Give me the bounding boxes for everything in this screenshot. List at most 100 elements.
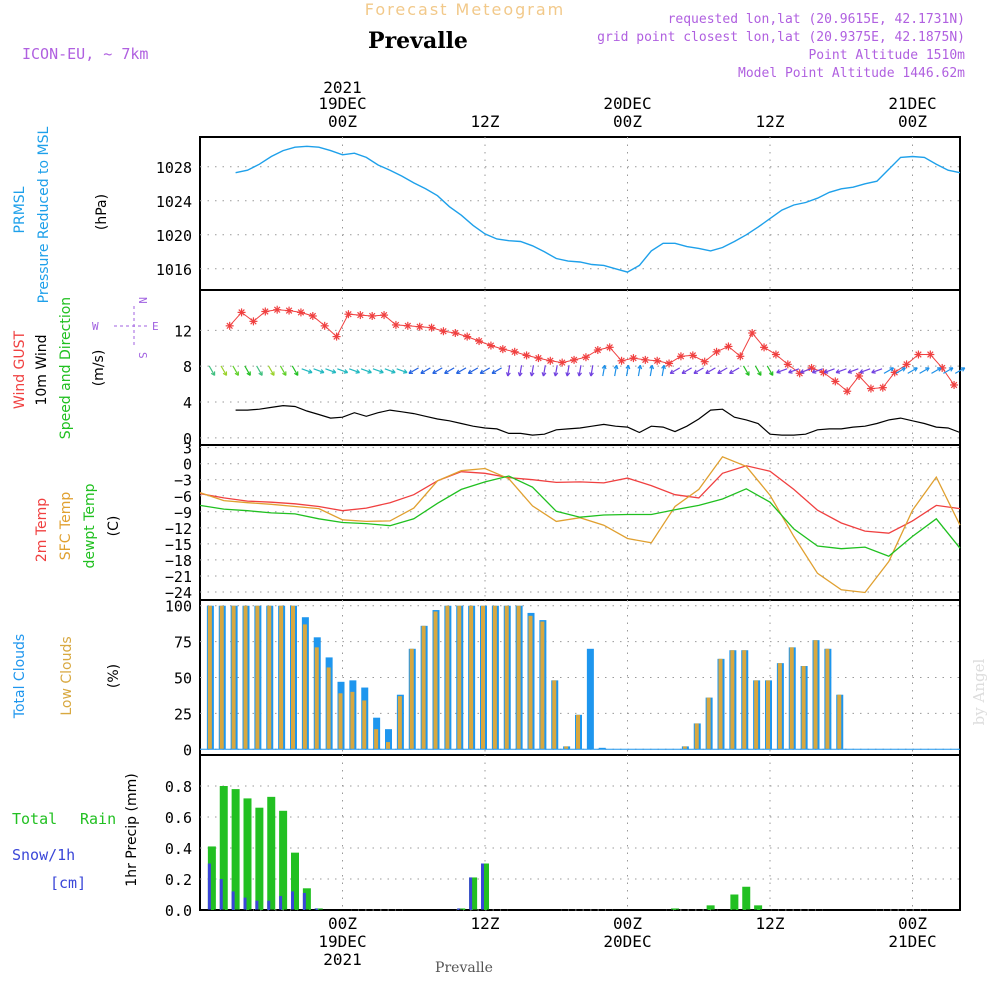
y-tick-label: 25 — [174, 705, 192, 723]
y-tick-label: 0.0 — [165, 902, 192, 920]
rain-bar — [231, 789, 240, 910]
top-hour-label: 00Z — [328, 112, 357, 131]
wind-direction-arrow — [625, 364, 631, 377]
rain-bar — [267, 796, 276, 910]
low-cloud-bar — [314, 647, 319, 750]
wind-direction-arrow — [565, 365, 571, 377]
y-tick-labels: 10161020102410280481230−3−6−9−12−15−18−2… — [156, 159, 192, 920]
wind-direction-arrow — [742, 365, 750, 376]
chart-marks — [199, 145, 966, 911]
model-label: ICON-EU, ~ 7km — [22, 45, 148, 63]
low-cloud-bar — [481, 605, 485, 750]
wind-gust-marker — [498, 345, 507, 354]
rain-bar — [457, 908, 466, 910]
snow-bar — [255, 900, 259, 910]
wind-gust-marker — [344, 310, 353, 319]
low-cloud-bar — [302, 624, 307, 750]
wind-gust-marker — [415, 322, 424, 331]
wind-gust-marker — [843, 387, 852, 396]
wind-direction-arrow — [811, 368, 823, 374]
compass-w-label: W — [92, 320, 99, 333]
wind-direction-arrow — [541, 365, 547, 377]
wind-gust-marker — [700, 357, 709, 366]
wind-direction-arrow — [788, 368, 800, 374]
wind-gust-marker — [332, 332, 341, 341]
low-cloud-bar — [219, 605, 224, 750]
wind-gust-marker — [391, 320, 400, 329]
wind-gust-marker — [249, 317, 258, 326]
wind-direction-arrow — [372, 368, 384, 374]
wind-direction-arrow — [396, 368, 408, 374]
y-tick-label: 1016 — [156, 261, 192, 279]
y-tick-label: 100 — [165, 598, 192, 616]
bottom-hour-label: 12Z — [471, 914, 500, 933]
wind-gust-marker — [926, 350, 935, 359]
wind-direction-arrow — [613, 364, 619, 377]
y-tick-label: −24 — [165, 584, 192, 602]
wind-direction-arrow — [360, 368, 372, 374]
total-cloud-bar — [598, 747, 606, 750]
wind-direction-arrow — [577, 365, 583, 377]
snow-bar — [457, 908, 461, 910]
low-cloud-bar — [504, 605, 509, 750]
y-tick-label: −15 — [165, 536, 192, 554]
y-tick-label: 0 — [183, 456, 192, 474]
wind-gust-marker — [748, 329, 757, 338]
wind-gust-marker — [712, 347, 721, 356]
low-cloud-bar — [777, 663, 782, 750]
wind-direction-arrow — [455, 367, 467, 374]
prmsl-label: PRMSL — [12, 186, 28, 233]
footer-station: Prevalle — [435, 960, 493, 976]
wind-direction-arrow — [349, 368, 360, 374]
y-tick-label: 50 — [174, 670, 192, 688]
bottom-hour-label: 00Z — [898, 914, 927, 933]
wind-gust-marker — [320, 321, 329, 330]
wind-gust-marker — [546, 356, 555, 365]
wind-direction-arrow — [444, 367, 455, 374]
wind-gust-marker — [641, 355, 650, 364]
temp-unit: (C) — [106, 516, 122, 537]
low-cloud-bar — [528, 615, 533, 750]
top-hour-label: 12Z — [756, 112, 785, 131]
wind-direction-arrow — [279, 365, 287, 376]
rain-bar — [730, 894, 739, 910]
snow-bar — [231, 891, 235, 910]
wind-direction-arrow — [823, 368, 835, 374]
y-tick-label: 3 — [183, 440, 192, 458]
wind-gust-marker — [724, 342, 733, 351]
low-cloud-bar — [552, 680, 557, 750]
low-cloud-bar — [291, 605, 295, 750]
temp-2m-line — [199, 465, 961, 534]
low-cloud-bar — [801, 666, 806, 750]
wind-gust-marker — [950, 380, 959, 389]
wind-gust-marker — [237, 308, 246, 317]
clouds-unit: (%) — [106, 664, 122, 688]
wind-gust-marker — [463, 332, 472, 341]
wind-direction-arrow — [693, 367, 704, 374]
wind-direction-arrow — [337, 368, 349, 374]
wind-direction-arrow — [220, 365, 228, 376]
pressure-unit: (hPa) — [94, 194, 110, 230]
y-tick-label: 1024 — [156, 193, 192, 211]
total-label: Total — [12, 810, 57, 828]
wind-gust-marker — [783, 360, 792, 369]
wind-gust-marker — [676, 352, 685, 361]
rain-bar — [671, 908, 679, 910]
wind-gust-marker — [665, 359, 674, 368]
snow-unit-label: [cm] — [50, 874, 86, 892]
snow-bar — [279, 896, 283, 910]
wind-gust-marker — [475, 337, 484, 346]
wind-gust-label: Wind GUST — [12, 330, 28, 409]
low-cloud-bar — [742, 650, 747, 750]
wind-gust-marker — [617, 356, 626, 365]
wind-direction-arrow — [291, 365, 299, 376]
wind-gust-marker — [380, 311, 389, 320]
wind-direction-arrow — [208, 365, 216, 376]
snow-bar — [207, 863, 211, 910]
low-cloud-bar — [231, 605, 236, 750]
snow-bar — [243, 897, 247, 910]
y-tick-label: −6 — [174, 488, 192, 506]
wind-direction-arrow — [871, 368, 883, 374]
snow-bar — [302, 892, 306, 910]
wind-gust-marker — [522, 351, 531, 360]
